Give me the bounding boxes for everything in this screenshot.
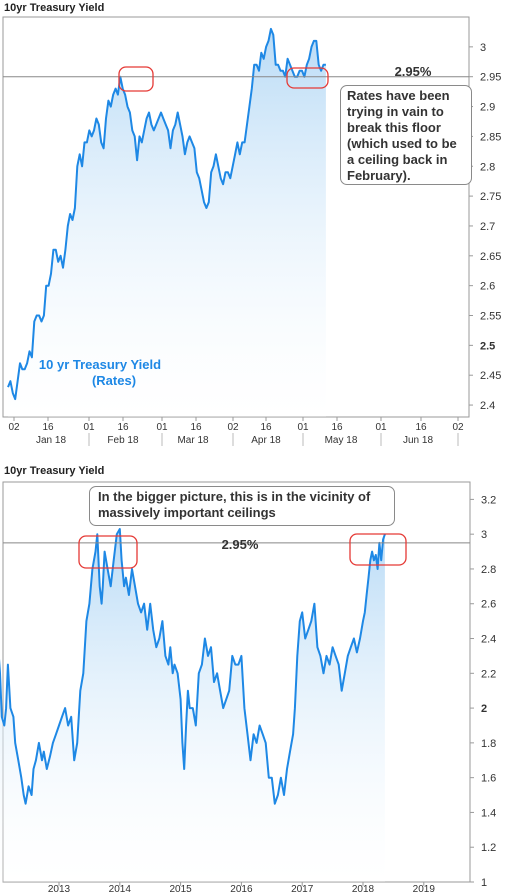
chart2-x-axis: 2013 2014 2015 2016 2017 2018 2019 bbox=[48, 882, 435, 895]
c2-ytick-label: 1.2 bbox=[481, 842, 496, 854]
c1-xtick-day: 01 bbox=[297, 422, 309, 433]
c2-ytick-label: 1.4 bbox=[481, 807, 496, 819]
c1-ytick-label: 2.95 bbox=[480, 72, 501, 84]
chart2-highlight-2018 bbox=[349, 533, 407, 566]
c1-ytick-label: 2.6 bbox=[480, 281, 495, 293]
c1-xtick-day: 16 bbox=[260, 422, 272, 433]
c1-xtick-day: 16 bbox=[117, 422, 129, 433]
c2-xtick-label: 2014 bbox=[109, 884, 132, 895]
c1-xtick-day: 16 bbox=[42, 422, 54, 433]
chart1-svg: 2.4 2.45 2.5 2.55 2.6 2.65 2.7 2.75 2.8 2.85 2.9 2.… bbox=[2, 16, 501, 446]
chart1-y-axis: 2.4 2.45 2.5 2.55 2.6 2.65 2.7 2.75 2.8 2.85 2.9 2.… bbox=[469, 42, 501, 412]
chart1-series-line bbox=[7, 27, 326, 401]
c2-xtick-label: 2015 bbox=[169, 884, 192, 895]
c1-xtick-month: Feb 18 bbox=[107, 435, 139, 446]
c1-xtick-day: 02 bbox=[452, 422, 464, 433]
chart2-callout: In the bigger picture, this is in the vi… bbox=[89, 486, 395, 526]
c2-ytick-label: 1 bbox=[481, 877, 487, 889]
c1-ytick-label: 2.9 bbox=[480, 102, 495, 114]
c2-xtick-label: 2016 bbox=[230, 884, 253, 895]
chart2-area bbox=[0, 529, 385, 882]
chart1-callout: Rates have been trying in vain to break … bbox=[340, 85, 472, 185]
chart2-title: 10yr Treasury Yield bbox=[4, 465, 105, 477]
c1-xtick-day: 16 bbox=[190, 422, 202, 433]
chart1-series-label: 10 yr Treasury Yield bbox=[39, 357, 161, 372]
c2-ytick-label: 2.6 bbox=[481, 599, 496, 611]
c2-ytick-label: 1.8 bbox=[481, 738, 496, 750]
chart1-x-axis: 02 16 01 16 01 16 02 16 01 16 01 16 02 Jan 18 Feb 18 Ma… bbox=[8, 417, 464, 446]
chart2-svg: 11.21.41.61.822.22.42.62.833.2 2013 2014 2… bbox=[0, 481, 496, 895]
c1-xtick-month: Mar 18 bbox=[177, 435, 209, 446]
c1-xtick-day: 02 bbox=[227, 422, 239, 433]
c1-ytick-label: 2.65 bbox=[480, 251, 501, 263]
c1-ytick-label: 2.85 bbox=[480, 131, 501, 143]
c1-ytick-label: 2.4 bbox=[480, 400, 495, 412]
c1-ytick-label: 2.5 bbox=[480, 340, 495, 352]
chart2-y-axis: 1 1.2 1.4 1.6 1.8 2 2.2 2.4 2.6 2.8 3 3.2 bbox=[470, 494, 496, 889]
chart1-highlight-feb bbox=[118, 66, 154, 92]
chart1-area bbox=[8, 28, 326, 418]
chart2-reference-label: 2.95% bbox=[222, 537, 259, 552]
c2-ytick-label: 2.2 bbox=[481, 668, 496, 680]
c1-xtick-day: 01 bbox=[375, 422, 387, 433]
c2-ytick-label: 2 bbox=[481, 703, 487, 715]
c1-ytick-label: 2.7 bbox=[480, 221, 495, 233]
chart1-series-label-line2: (Rates) bbox=[92, 373, 136, 388]
c2-ytick-label: 1.6 bbox=[481, 773, 496, 785]
c1-xtick-day: 01 bbox=[156, 422, 168, 433]
c1-xtick-month: Apr 18 bbox=[251, 435, 281, 446]
c1-xtick-day: 02 bbox=[8, 422, 20, 433]
c2-xtick-label: 2017 bbox=[291, 884, 314, 895]
c2-xtick-label: 2013 bbox=[48, 884, 71, 895]
c1-ytick-label: 2.45 bbox=[480, 370, 501, 382]
c2-ytick-label: 2.4 bbox=[481, 634, 496, 646]
c1-xtick-month: Jun 18 bbox=[403, 435, 433, 446]
c1-xtick-day: 16 bbox=[415, 422, 427, 433]
c1-xtick-month: May 18 bbox=[325, 435, 358, 446]
c2-ytick-label: 2.8 bbox=[481, 564, 496, 576]
c2-xtick-label: 2019 bbox=[413, 884, 436, 895]
c1-ytick-label: 2.75 bbox=[480, 191, 501, 203]
c2-ytick-label: 3 bbox=[481, 529, 487, 541]
c2-xtick-label: 2018 bbox=[352, 884, 375, 895]
chart1-title: 10yr Treasury Yield bbox=[4, 2, 105, 14]
chart2-highlight-2013 bbox=[78, 535, 138, 569]
c1-xtick-month: Jan 18 bbox=[36, 435, 66, 446]
chart1-reference-label: 2.95% bbox=[395, 64, 432, 79]
c1-xtick-day: 01 bbox=[83, 422, 95, 433]
c1-ytick-label: 3 bbox=[480, 42, 486, 54]
c1-xtick-day: 16 bbox=[331, 422, 343, 433]
chart2-series-line bbox=[0, 528, 386, 805]
c2-ytick-label: 3.2 bbox=[481, 494, 496, 506]
chart1-highlight-may bbox=[286, 67, 329, 89]
c1-ytick-label: 2.8 bbox=[480, 161, 495, 173]
c1-ytick-label: 2.55 bbox=[480, 311, 501, 323]
